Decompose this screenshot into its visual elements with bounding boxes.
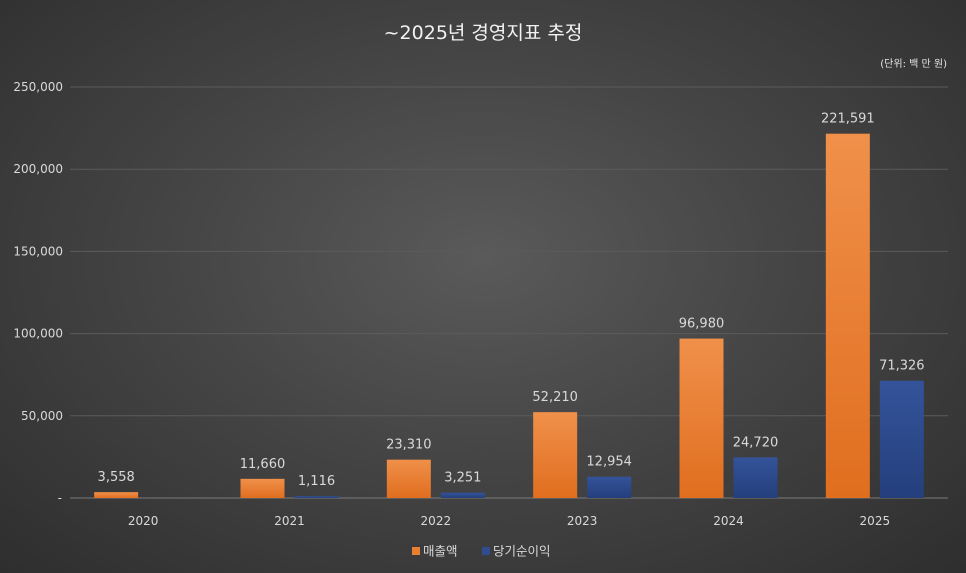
data-label: 3,251 — [444, 471, 481, 486]
bar-revenue — [825, 133, 870, 498]
gridlines — [70, 86, 948, 499]
bar-revenue — [94, 492, 139, 498]
data-label: 3,558 — [98, 470, 135, 485]
data-label: 1,116 — [298, 474, 335, 489]
y-tick-label: 150,000 — [13, 244, 63, 258]
bar-net-income — [294, 496, 339, 498]
data-label: 71,326 — [879, 359, 925, 374]
bar-revenue — [679, 338, 724, 498]
bar-net-income — [440, 492, 485, 498]
data-label: 221,591 — [821, 112, 875, 127]
bar-revenue — [240, 478, 285, 498]
y-tick-label: 200,000 — [13, 162, 63, 176]
legend: 매출액 당기순이익 — [412, 544, 551, 559]
y-tick-label: - — [58, 491, 62, 505]
data-label: 52,210 — [532, 390, 578, 405]
data-labels: 3,558 11,660 1,116 23,310 3,251 52,210 12,954 9… — [98, 112, 925, 489]
data-label: 96,980 — [679, 317, 725, 332]
data-label: 12,954 — [586, 455, 632, 470]
data-label: 24,720 — [733, 435, 779, 450]
x-tick-label: 2025 — [860, 514, 891, 528]
bar-revenue — [533, 412, 578, 498]
data-label: 11,660 — [240, 457, 286, 472]
bar-revenue — [386, 459, 431, 498]
x-tick-label: 2023 — [567, 514, 598, 528]
bar-net-income — [733, 457, 778, 498]
y-tick-label: 100,000 — [13, 327, 63, 341]
y-axis-ticks: - 50,000 100,000 150,000 200,000 250,000 — [13, 80, 63, 505]
x-tick-label: 2021 — [274, 514, 305, 528]
bar-net-income — [587, 476, 632, 498]
x-tick-label: 2024 — [713, 514, 744, 528]
unit-note: (단위: 백 만 원) — [880, 57, 947, 70]
y-tick-label: 50,000 — [21, 409, 63, 423]
data-label: 23,310 — [386, 438, 432, 453]
legend-label-net-income: 당기순이익 — [493, 544, 551, 559]
legend-swatch-revenue — [412, 547, 420, 555]
y-tick-label: 250,000 — [13, 80, 63, 94]
bars — [94, 133, 924, 498]
x-axis-ticks: 2020 2021 2022 2023 2024 2025 — [128, 514, 890, 528]
legend-swatch-net-income — [482, 547, 490, 555]
legend-label-revenue: 매출액 — [423, 544, 458, 559]
x-tick-label: 2022 — [421, 514, 452, 528]
bar-net-income — [879, 380, 924, 498]
x-tick-label: 2020 — [128, 514, 159, 528]
chart-title: ~2025년 경영지표 추정 — [384, 22, 583, 44]
